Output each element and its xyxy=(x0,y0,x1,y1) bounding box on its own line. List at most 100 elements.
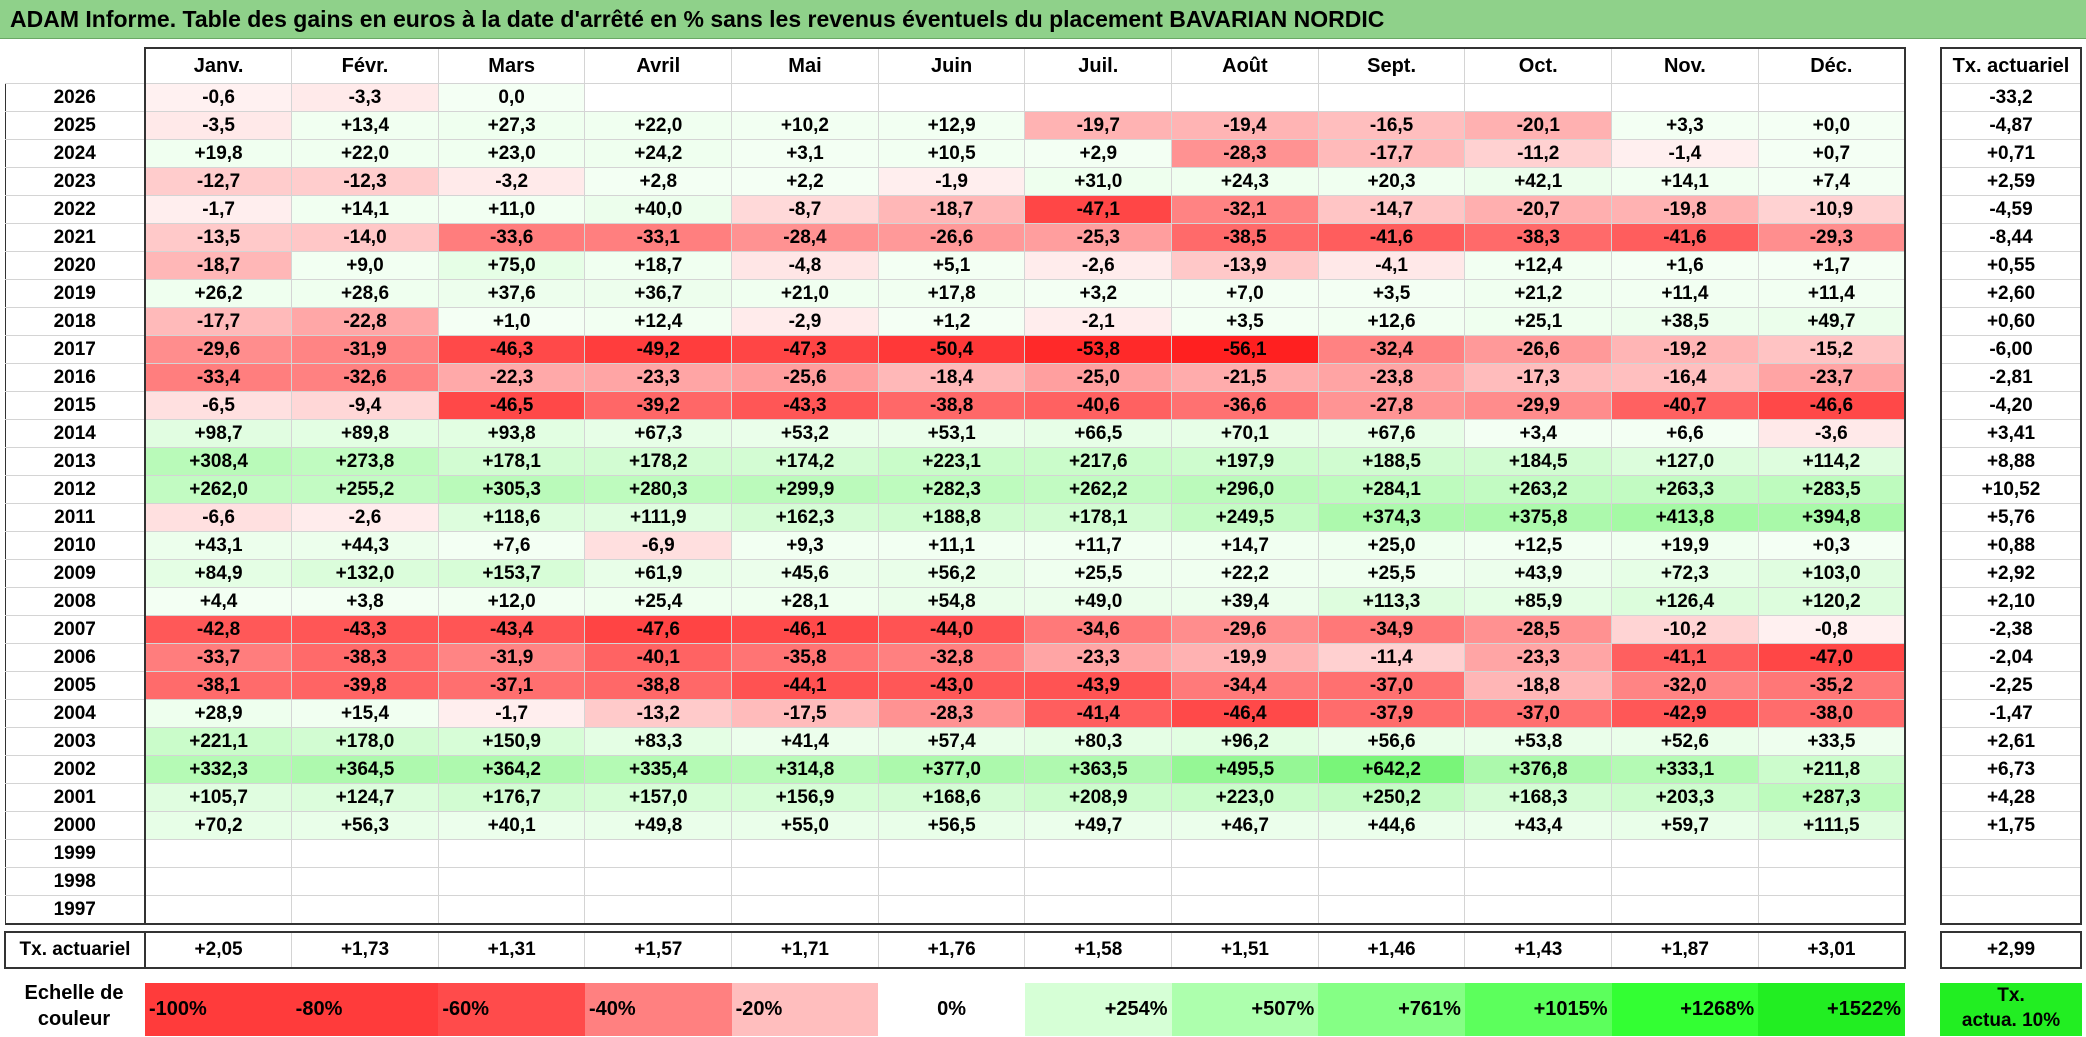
gain-cell xyxy=(1024,83,1173,112)
gain-cell xyxy=(1611,83,1759,112)
gain-cell: +44,3 xyxy=(291,531,439,560)
actuarial-cell: +3,41 xyxy=(1940,419,2082,448)
gain-cell: +111,9 xyxy=(584,503,733,532)
gain-cell: +11,4 xyxy=(1757,279,1906,308)
gain-cell xyxy=(1317,867,1466,896)
year-row: 2022 -1,7 +14,1 +11,0 +40,0 -8,7 -18,7 -47,1 -32… xyxy=(4,195,1906,224)
title-bar: ADAM Informe. Table des gains en euros à… xyxy=(0,0,2086,39)
gain-cell: +96,2 xyxy=(1171,727,1319,756)
gain-cell: +263,2 xyxy=(1464,475,1613,504)
gain-cell: -38,1 xyxy=(144,671,293,700)
gain-cell: -2,6 xyxy=(291,503,439,532)
gain-cell: +84,9 xyxy=(144,559,293,588)
gain-cell: +221,1 xyxy=(144,727,293,756)
gain-cell: +3,4 xyxy=(1464,419,1613,448)
gain-cell: -37,1 xyxy=(437,671,586,700)
gain-cell: -22,8 xyxy=(291,307,439,336)
gain-cell: +168,6 xyxy=(877,783,1026,812)
gain-cell: +26,2 xyxy=(144,279,293,308)
gain-cell: -19,4 xyxy=(1171,111,1319,140)
actuarial-row: +10,52 xyxy=(1940,475,2082,504)
actuarial-cell: -2,38 xyxy=(1940,615,2082,644)
spacer-cell xyxy=(1941,924,2081,932)
month-header: Sept. xyxy=(1317,47,1466,84)
gain-cell: -38,5 xyxy=(1171,223,1319,252)
gain-cell: -28,3 xyxy=(877,699,1026,728)
gain-cell: +263,3 xyxy=(1611,475,1759,504)
scale-cell: +1268% xyxy=(1611,983,1759,1036)
gain-cell: -10,2 xyxy=(1611,615,1759,644)
gain-cell: +49,7 xyxy=(1024,811,1173,840)
gain-cell xyxy=(437,839,586,868)
gain-cell: -38,8 xyxy=(877,391,1026,420)
gain-cell: +118,6 xyxy=(437,503,586,532)
gain-cell xyxy=(291,867,439,896)
gain-cell: +14,1 xyxy=(291,195,439,224)
gain-cell: +19,9 xyxy=(1611,531,1759,560)
gain-cell: +56,6 xyxy=(1317,727,1466,756)
gain-cell: +56,2 xyxy=(877,559,1026,588)
actuarial-cell: +2,60 xyxy=(1940,279,2082,308)
gain-cell: -34,9 xyxy=(1317,615,1466,644)
actuarial-row xyxy=(1940,867,2082,896)
actuarial-cell: +2,10 xyxy=(1940,587,2082,616)
gain-cell: +375,8 xyxy=(1464,503,1613,532)
actuarial-rate-table: Tx. actuariel -33,2 -4,87 +0,71 +2,59 -4,59 -8… xyxy=(1940,47,2082,969)
gain-cell: -50,4 xyxy=(877,335,1026,364)
gain-cell: -43,4 xyxy=(437,615,586,644)
gain-cell xyxy=(584,83,733,112)
actuarial-cell: +0,60 xyxy=(1940,307,2082,336)
year-label: 2009 xyxy=(4,559,146,588)
spacer-row xyxy=(1941,924,2081,932)
gain-cell: +12,9 xyxy=(877,111,1026,140)
gain-cell: +57,4 xyxy=(877,727,1026,756)
scale-cell: -60% xyxy=(438,983,585,1036)
gain-cell: 0,0 xyxy=(437,83,586,112)
gain-cell: -0,6 xyxy=(144,83,293,112)
month-header: Janv. xyxy=(144,47,293,84)
actuarial-row: -33,2 xyxy=(1940,83,2082,112)
color-scale-act-line1: Tx. xyxy=(1997,985,2025,1006)
gain-cell: +188,8 xyxy=(877,503,1026,532)
gain-cell: +12,4 xyxy=(1464,251,1613,280)
gain-cell: -28,5 xyxy=(1464,615,1613,644)
gain-cell: -3,5 xyxy=(144,111,293,140)
gain-cell: +364,2 xyxy=(437,755,586,784)
gain-cell: -35,8 xyxy=(731,643,879,672)
gain-cell: -17,3 xyxy=(1464,363,1613,392)
gain-cell: -1,7 xyxy=(144,195,293,224)
gain-cell: -33,6 xyxy=(437,223,586,252)
gain-cell: -34,4 xyxy=(1171,671,1319,700)
year-label: 2012 xyxy=(4,475,146,504)
gain-cell xyxy=(584,839,733,868)
gain-cell: +52,6 xyxy=(1611,727,1759,756)
month-header: Juin xyxy=(877,47,1026,84)
gain-cell: +66,5 xyxy=(1024,419,1173,448)
gain-cell: +46,7 xyxy=(1171,811,1319,840)
gain-cell: -3,6 xyxy=(1757,419,1906,448)
gain-cell: -12,3 xyxy=(291,167,439,196)
year-label: 2005 xyxy=(4,671,146,700)
gain-cell xyxy=(584,895,733,925)
actuarial-row: -8,44 xyxy=(1940,223,2082,252)
gain-cell: -23,3 xyxy=(1024,643,1173,672)
gain-cell: +53,1 xyxy=(877,419,1026,448)
gain-cell: +21,0 xyxy=(731,279,879,308)
gain-cell xyxy=(1464,867,1613,896)
gain-cell: +67,3 xyxy=(584,419,733,448)
gain-cell: -19,8 xyxy=(1611,195,1759,224)
gain-cell: +83,3 xyxy=(584,727,733,756)
gain-cell: -46,6 xyxy=(1757,391,1906,420)
gain-cell xyxy=(1464,83,1613,112)
gain-cell: -25,3 xyxy=(1024,223,1173,252)
actuarial-row: -6,00 xyxy=(1940,335,2082,364)
gain-cell: -44,0 xyxy=(877,615,1026,644)
year-row: 2005 -38,1 -39,8 -37,1 -38,8 -44,1 -43,0 -43,9-… xyxy=(4,671,1906,700)
gain-cell: +314,8 xyxy=(731,755,879,784)
gain-cell: +93,8 xyxy=(437,419,586,448)
gain-cell: +7,6 xyxy=(437,531,586,560)
year-row: 1998 xyxy=(4,867,1906,896)
gain-cell: -39,2 xyxy=(584,391,733,420)
gain-cell: -37,0 xyxy=(1464,699,1613,728)
gain-cell: +80,3 xyxy=(1024,727,1173,756)
